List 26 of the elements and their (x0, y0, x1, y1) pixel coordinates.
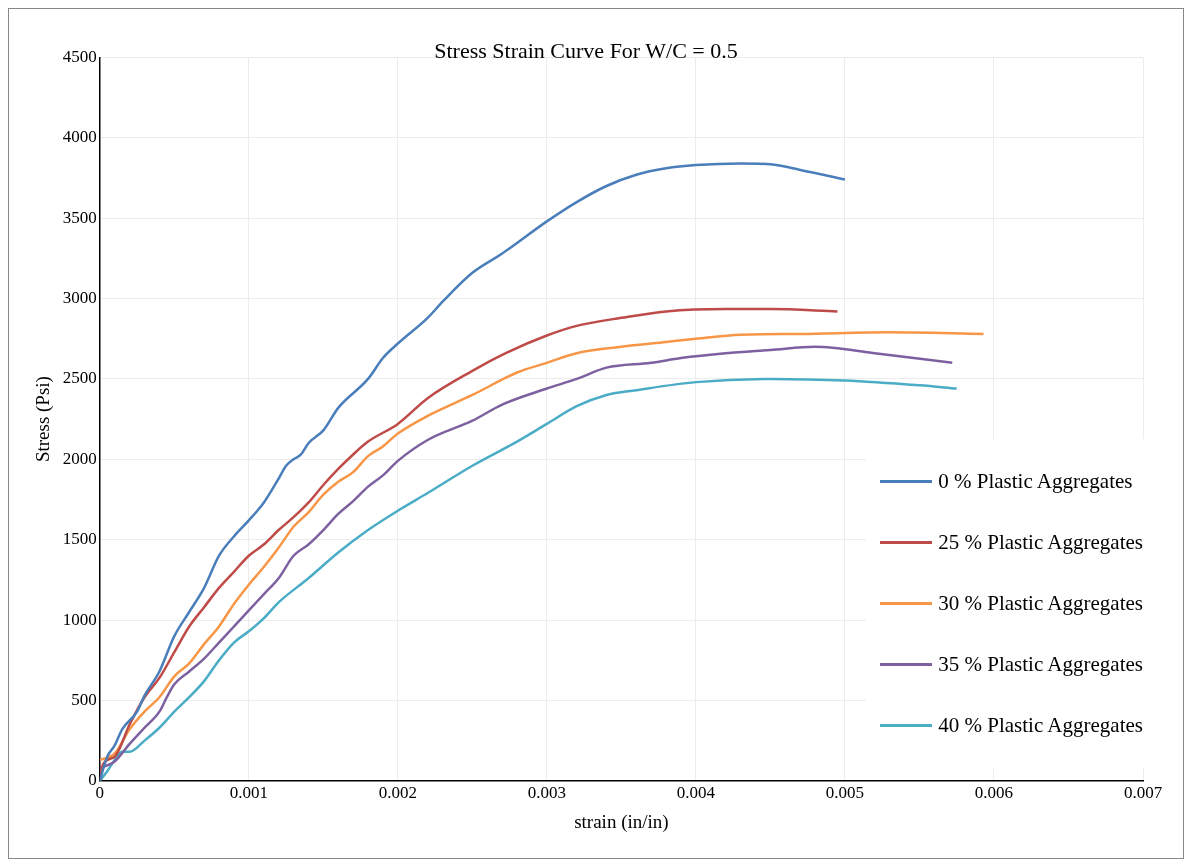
y-tick-label: 3500 (62, 207, 97, 227)
y-tick-label: 1500 (62, 529, 97, 549)
x-tick-label: 0.002 (378, 783, 417, 803)
x-tick-label: 0.003 (527, 783, 567, 803)
y-tick-label: 4500 (62, 46, 97, 66)
x-tick-label: 0.001 (229, 783, 268, 803)
x-axis-title: strain (in/in) (574, 810, 669, 833)
x-tick-label: 0.006 (974, 783, 1014, 803)
line-series (99, 162, 847, 781)
x-tick-label: 0.007 (1123, 783, 1163, 803)
chart-title: Stress Strain Curve For W/C = 0.5 (434, 37, 738, 63)
legend-label: 25 % Plastic Aggregates (938, 530, 1143, 555)
legend-label: 40 % Plastic Aggregates (938, 713, 1143, 738)
x-tick-label: 0.004 (676, 783, 716, 803)
y-axis-title: Stress (Psi) (32, 376, 55, 463)
y-tick-label: 3000 (62, 288, 97, 307)
y-tick-label: 2000 (62, 448, 97, 468)
y-tick-label: 4000 (62, 127, 97, 147)
y-tick-label: 500 (71, 689, 97, 709)
y-tick-label: 0 (88, 770, 97, 790)
x-tick-label: 0.005 (825, 783, 865, 803)
legend-label: 35 % Plastic Aggregates (938, 652, 1143, 677)
y-tick-label: 2500 (62, 368, 97, 388)
y-tick-label: 1000 (62, 609, 97, 629)
legend-label: 30 % Plastic Aggregates (938, 591, 1143, 616)
legend-label: 0 % Plastic Aggregates (938, 469, 1133, 494)
